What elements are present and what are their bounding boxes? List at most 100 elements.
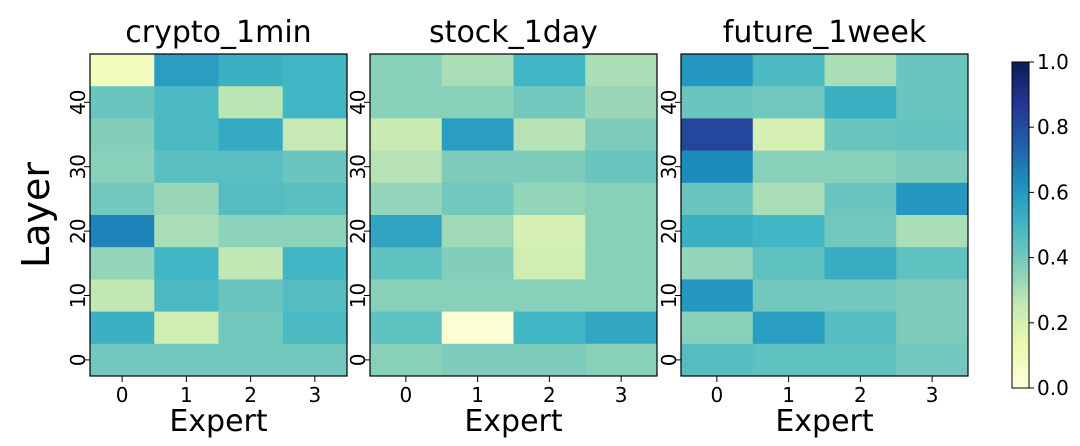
heatmap-cell <box>154 86 219 119</box>
heatmap-cell <box>441 343 514 377</box>
heatmap-cell <box>752 182 825 216</box>
heatmap-cell <box>90 86 155 119</box>
heatmap-cell <box>513 311 586 345</box>
heatmap-cell <box>752 86 825 119</box>
heatmap-cell <box>513 247 586 280</box>
heatmap-cell <box>90 279 155 313</box>
colorbar-tick-label: 0.6 <box>1037 180 1069 204</box>
heatmap-cell <box>218 118 284 152</box>
y-tick-label: 0 <box>66 354 90 367</box>
heatmap-cell <box>441 150 514 184</box>
heatmap-cell <box>896 182 969 216</box>
heatmap-cell <box>824 215 897 248</box>
heatmap-cell <box>585 279 658 313</box>
y-tick-label: 20 <box>346 218 370 243</box>
heatmap-cell <box>585 215 658 248</box>
heatmap-cell <box>441 247 514 280</box>
heatmap-cell <box>370 215 443 248</box>
heatmap-cell <box>370 343 443 377</box>
heatmap-cell <box>218 86 284 119</box>
heatmap-cell <box>90 215 155 248</box>
panel-title: stock_1day <box>429 15 598 50</box>
heatmap-cell <box>585 150 658 184</box>
y-tick-label: 10 <box>66 283 90 308</box>
heatmap-cell <box>681 150 754 184</box>
colorbar-tick-label: 1.0 <box>1037 50 1069 74</box>
x-axis-label: Expert <box>775 404 874 439</box>
heatmap-cell <box>90 182 155 216</box>
heatmap-cell <box>154 343 219 377</box>
x-axis-label: Expert <box>464 404 563 439</box>
heatmap-cell <box>585 54 658 87</box>
y-tick-label: 40 <box>346 90 370 115</box>
heatmap-cell <box>218 343 284 377</box>
heatmap-cell <box>752 311 825 345</box>
heatmap-cell <box>370 118 443 152</box>
heatmap-cell <box>585 311 658 345</box>
x-tick-label: 1 <box>180 383 193 407</box>
x-tick-label: 3 <box>309 383 322 407</box>
heatmap-cell <box>752 215 825 248</box>
heatmap-cell <box>154 182 219 216</box>
heatmap-cell <box>218 150 284 184</box>
heatmap-cell <box>896 343 969 377</box>
heatmap-cell <box>218 182 284 216</box>
heatmap-cell <box>218 247 284 280</box>
y-tick-label: 30 <box>66 154 90 179</box>
heatmap-cell <box>896 215 969 248</box>
heatmap-cell <box>282 118 348 152</box>
heatmap-cell <box>752 54 825 87</box>
heatmap-cell <box>513 279 586 313</box>
heatmap-cell <box>218 279 284 313</box>
panel-title: future_1week <box>723 15 927 50</box>
heatmap-cell <box>218 54 284 87</box>
heatmap-cell <box>90 247 155 280</box>
heatmap-cell <box>513 86 586 119</box>
heatmap-cell <box>370 54 443 87</box>
y-tick-label: 30 <box>346 154 370 179</box>
heatmap-cell <box>90 118 155 152</box>
heatmap-cell <box>896 86 969 119</box>
heatmap-cell <box>154 118 219 152</box>
heatmap-cell <box>513 118 586 152</box>
heatmap-cell <box>441 182 514 216</box>
heatmap-cell <box>370 247 443 280</box>
heatmap-cell <box>681 182 754 216</box>
colorbar-tick-label: 0.0 <box>1037 376 1069 400</box>
colorbar-tick-label: 0.2 <box>1037 311 1069 335</box>
y-tick-label: 40 <box>657 90 681 115</box>
y-axis-label: Layer <box>14 162 58 268</box>
y-tick-label: 10 <box>346 283 370 308</box>
heatmap-cell <box>441 215 514 248</box>
colorbar-tick-label: 0.8 <box>1037 115 1069 139</box>
heatmap-cell <box>896 311 969 345</box>
heatmap-cell <box>513 150 586 184</box>
heatmap-cell <box>896 118 969 152</box>
heatmap-cell <box>441 279 514 313</box>
heatmap-cell <box>441 118 514 152</box>
y-tick-label: 20 <box>657 218 681 243</box>
heatmap-cell <box>370 311 443 345</box>
plot-frame <box>680 53 969 377</box>
heatmap-cell <box>282 86 348 119</box>
heatmap-cell <box>896 247 969 280</box>
x-axis-label: Expert <box>169 404 268 439</box>
plot-frame <box>89 53 348 377</box>
heatmap-cell <box>154 279 219 313</box>
heatmap-cell <box>585 182 658 216</box>
heatmap-cell <box>824 311 897 345</box>
heatmap-cell <box>824 118 897 152</box>
x-tick-label: 3 <box>926 383 939 407</box>
heatmap-cell <box>585 86 658 119</box>
heatmap-cell <box>441 86 514 119</box>
colorbar-tick-label: 0.4 <box>1037 246 1069 270</box>
y-tick-label: 30 <box>657 154 681 179</box>
heatmap-cell <box>154 247 219 280</box>
x-tick-label: 2 <box>244 383 257 407</box>
heatmap-cell <box>154 150 219 184</box>
heatmap-cell <box>282 54 348 87</box>
heatmap-cell <box>824 54 897 87</box>
heatmap-cell <box>513 182 586 216</box>
